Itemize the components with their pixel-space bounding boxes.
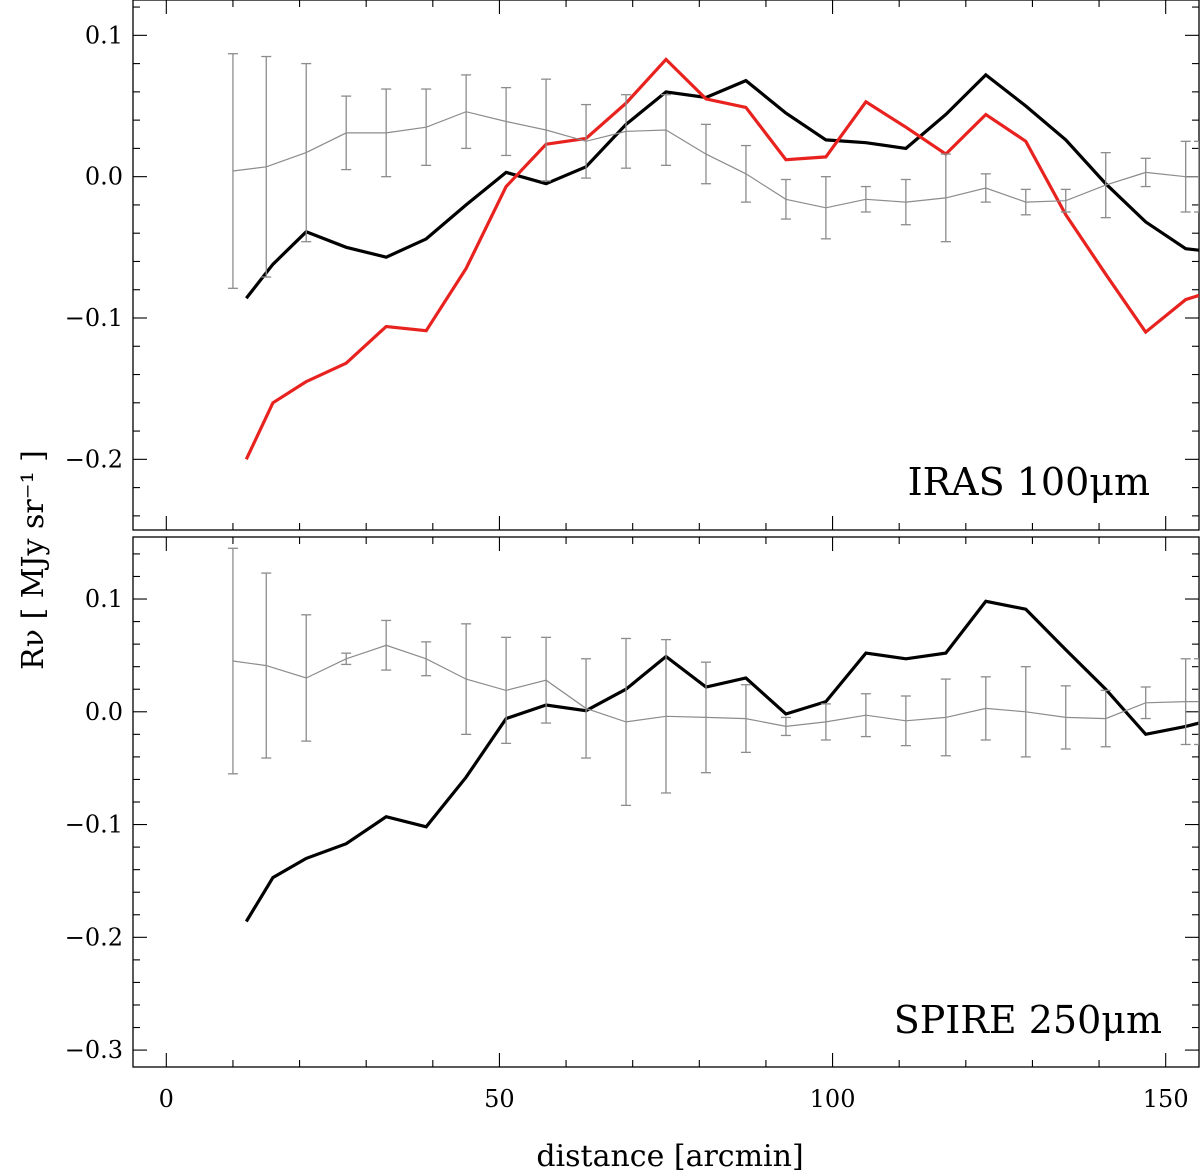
y-axis-title: Rν [ MJy sr⁻¹ ] (16, 450, 51, 670)
y-tick-label: −0.3 (65, 1036, 123, 1064)
y-tick-label: −0.2 (65, 923, 123, 951)
panel-top-ticks: −0.2 −0.1 0.0 0.1 (65, 0, 1199, 530)
y-tick-label: −0.1 (65, 304, 123, 332)
x-tick-label: 50 (484, 1085, 515, 1113)
panel-top-label: IRAS 100μm (908, 460, 1150, 504)
panel-bottom: 0 50 100 150 −0.3 −0.2 −0.1 0.0 0.1 SPIRE 250μm (65, 536, 1200, 1113)
bottom-series-grey-line (232, 644, 1199, 728)
y-tick-label: 0.1 (85, 585, 123, 613)
panel-bottom-ticks: 0 50 100 150 −0.3 −0.2 −0.1 0.0 0.1 (65, 537, 1199, 1113)
x-axis-title: distance [arcmin] (536, 1139, 803, 1172)
bottom-error-bar (1194, 658, 1199, 746)
panel-top-series (227, 53, 1199, 460)
y-tick-label: 0.1 (85, 21, 123, 49)
panel-top-frame (132, 0, 1200, 531)
y-tick-label: 0.0 (85, 163, 123, 191)
x-tick-label: 150 (1143, 1085, 1189, 1113)
top-series-red-line (244, 57, 1199, 460)
bottom-series-black-line (244, 599, 1199, 923)
bottom-plot-area (227, 547, 1199, 923)
top-plot-area (227, 53, 1199, 460)
y-axis-title-text: Rν [ MJy sr⁻¹ ] (16, 450, 51, 670)
top-series-grey-line (232, 111, 1199, 209)
x-tick-label: 100 (810, 1085, 856, 1113)
x-tick-label: 0 (159, 1085, 174, 1113)
y-tick-label: −0.1 (65, 811, 123, 839)
y-tick-label: 0.0 (85, 698, 123, 726)
panel-top: −0.2 −0.1 0.0 0.1 IRAS 100μm (65, 0, 1200, 531)
panel-bottom-frame (132, 536, 1200, 1068)
top-series-black-line (245, 72, 1199, 300)
y-tick-label: −0.2 (65, 445, 123, 473)
panel-bottom-label: SPIRE 250μm (894, 998, 1162, 1042)
panel-bottom-series (227, 547, 1199, 923)
top-error-bar (1194, 140, 1199, 213)
